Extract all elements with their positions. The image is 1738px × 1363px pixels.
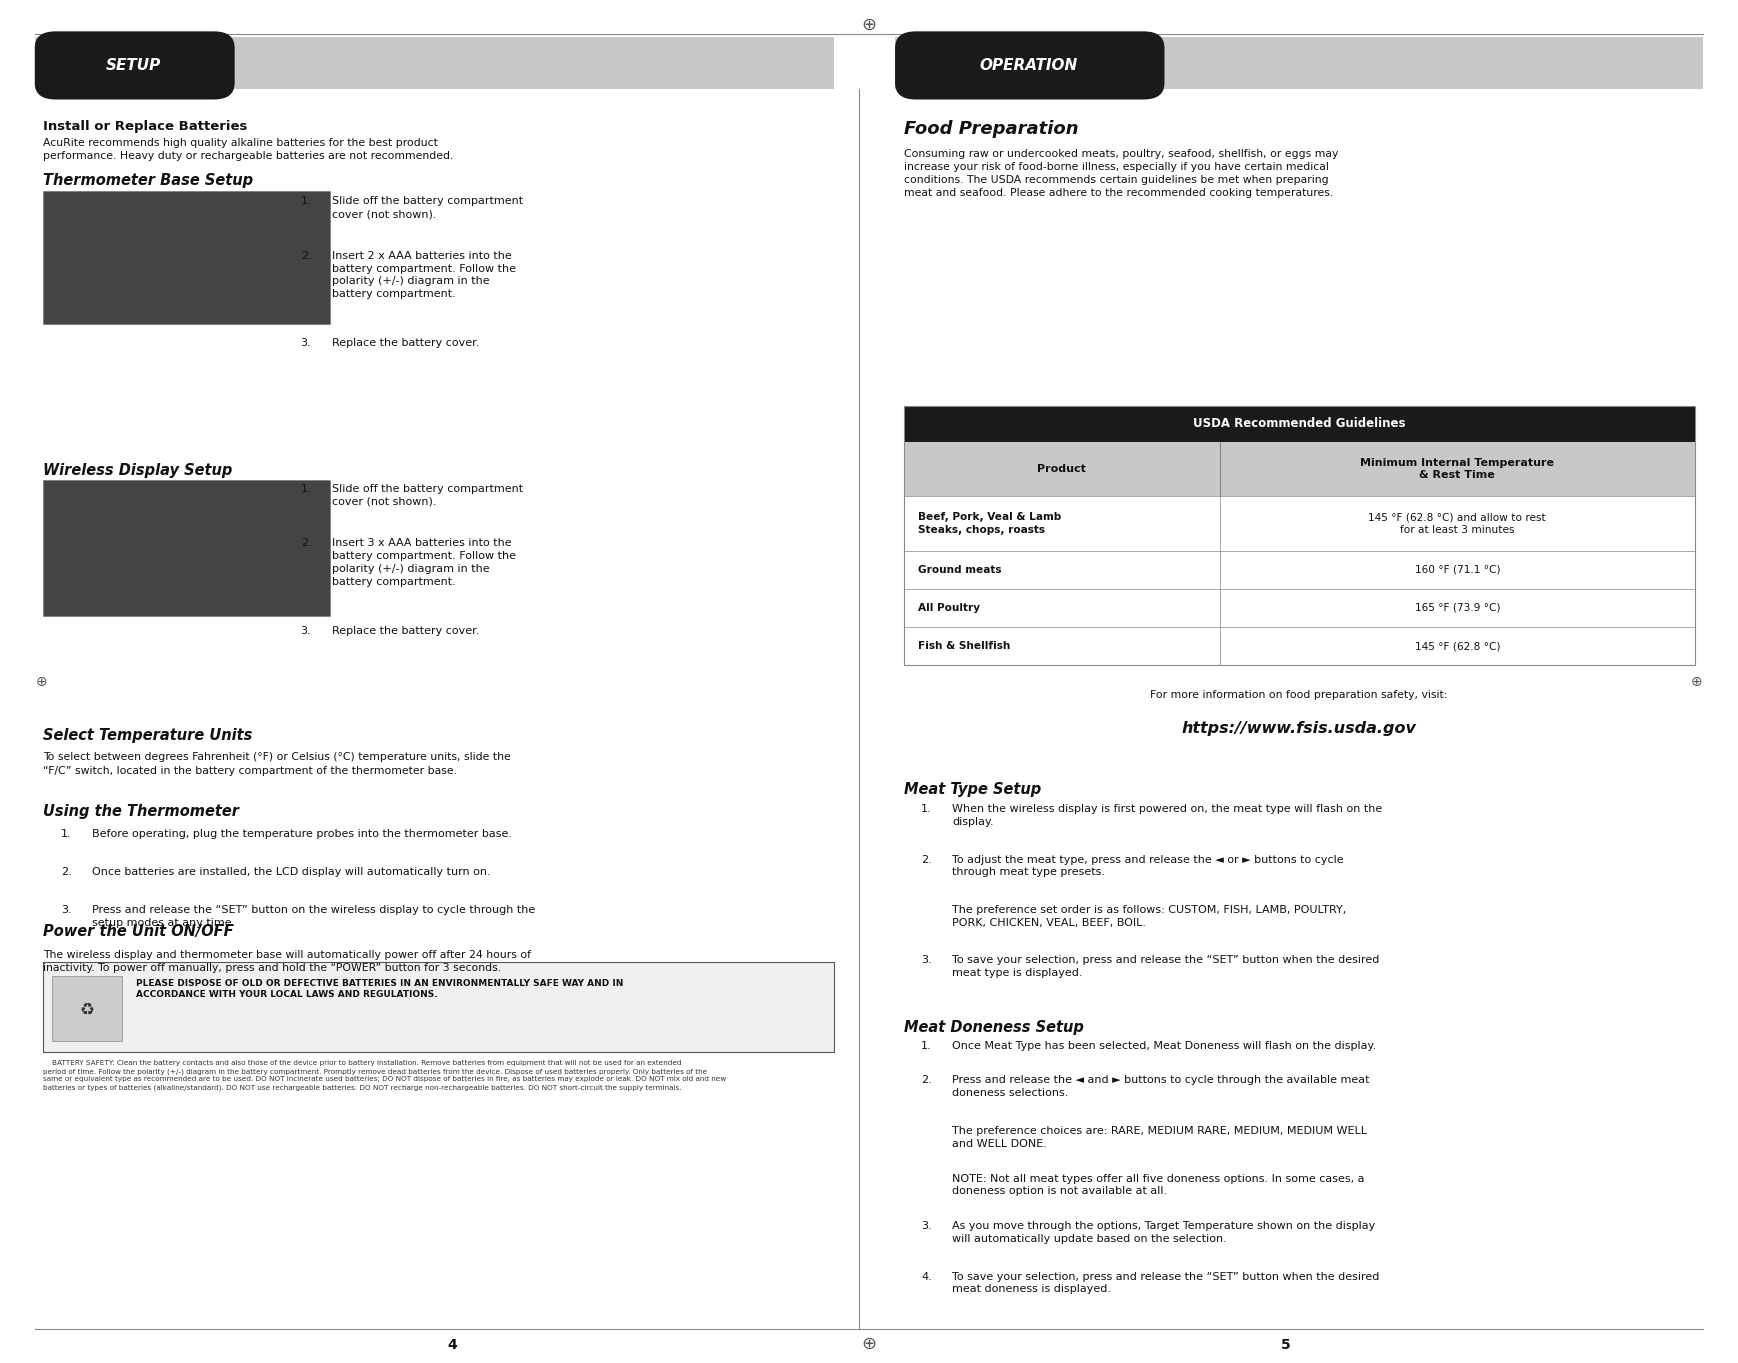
Text: Slide off the battery compartment
cover (not shown).: Slide off the battery compartment cover …: [332, 484, 523, 507]
Bar: [904, 627, 1695, 665]
Text: AcuRite recommends high quality alkaline batteries for the best product
performa: AcuRite recommends high quality alkaline…: [43, 138, 454, 161]
Text: As you move through the options, Target Temperature shown on the display
will au: As you move through the options, Target …: [952, 1221, 1376, 1244]
Text: 2.: 2.: [301, 251, 311, 260]
Bar: [904, 589, 1695, 627]
Text: Replace the battery cover.: Replace the battery cover.: [332, 626, 480, 635]
Text: Press and release the ◄ and ► buttons to cycle through the available meat
donene: Press and release the ◄ and ► buttons to…: [952, 1075, 1370, 1099]
Text: All Poultry: All Poultry: [918, 602, 980, 613]
Text: Once batteries are installed, the LCD display will automatically turn on.: Once batteries are installed, the LCD di…: [92, 867, 490, 876]
Text: To adjust the meat type, press and release the ◄ or ► buttons to cycle
through m: To adjust the meat type, press and relea…: [952, 855, 1343, 878]
Text: The preference choices are: RARE, MEDIUM RARE, MEDIUM, MEDIUM WELL
and WELL DONE: The preference choices are: RARE, MEDIUM…: [952, 1126, 1368, 1149]
Text: Power the Unit ON/OFF: Power the Unit ON/OFF: [43, 924, 235, 939]
Text: 4: 4: [447, 1338, 457, 1352]
Bar: [43, 962, 834, 1052]
Text: Install or Replace Batteries: Install or Replace Batteries: [43, 120, 249, 134]
Text: To save your selection, press and release the “SET” button when the desired
meat: To save your selection, press and releas…: [952, 1272, 1380, 1295]
Text: 145 °F (62.8 °C): 145 °F (62.8 °C): [1415, 641, 1500, 652]
Text: Slide off the battery compartment
cover (not shown).: Slide off the battery compartment cover …: [332, 196, 523, 219]
Text: 165 °F (73.9 °C): 165 °F (73.9 °C): [1415, 602, 1500, 613]
Text: 1.: 1.: [921, 1041, 932, 1051]
Text: The wireless display and thermometer base will automatically power off after 24 : The wireless display and thermometer bas…: [43, 950, 532, 973]
Text: Beef, Pork, Veal & Lamb
Steaks, chops, roasts: Beef, Pork, Veal & Lamb Steaks, chops, r…: [918, 512, 1060, 534]
Text: ⊕: ⊕: [862, 1334, 876, 1353]
Text: Using the Thermometer: Using the Thermometer: [43, 804, 240, 819]
Text: 1.: 1.: [301, 484, 311, 493]
Text: 160 °F (71.1 °C): 160 °F (71.1 °C): [1415, 564, 1500, 575]
Text: Press and release the “SET” button on the wireless display to cycle through the
: Press and release the “SET” button on th…: [92, 905, 535, 928]
Text: 3.: 3.: [921, 1221, 932, 1231]
Text: NOTE: Not all meat types offer all five doneness options. In some cases, a
donen: NOTE: Not all meat types offer all five …: [952, 1174, 1364, 1197]
Text: 1.: 1.: [301, 196, 311, 206]
Text: ⊕: ⊕: [862, 15, 876, 34]
Text: Meat Doneness Setup: Meat Doneness Setup: [904, 1020, 1083, 1035]
Text: ♻: ♻: [80, 999, 94, 1018]
Text: PLEASE DISPOSE OF OLD OR DEFECTIVE BATTERIES IN AN ENVIRONMENTALLY SAFE WAY AND : PLEASE DISPOSE OF OLD OR DEFECTIVE BATTE…: [136, 979, 622, 999]
Bar: [904, 406, 1695, 442]
Text: For more information on food preparation safety, visit:: For more information on food preparation…: [1151, 690, 1448, 699]
Bar: [43, 191, 330, 324]
Text: 2.: 2.: [61, 867, 71, 876]
Text: Ground meats: Ground meats: [918, 564, 1001, 575]
Text: 3.: 3.: [921, 955, 932, 965]
Text: 145 °F (62.8 °C) and allow to rest
for at least 3 minutes: 145 °F (62.8 °C) and allow to rest for a…: [1368, 512, 1547, 534]
Bar: [52, 976, 122, 1041]
Text: Thermometer Base Setup: Thermometer Base Setup: [43, 173, 254, 188]
Text: USDA Recommended Guidelines: USDA Recommended Guidelines: [1192, 417, 1406, 431]
Text: 3.: 3.: [61, 905, 71, 915]
Text: Meat Type Setup: Meat Type Setup: [904, 782, 1041, 797]
Text: Consuming raw or undercooked meats, poultry, seafood, shellfish, or eggs may
inc: Consuming raw or undercooked meats, poul…: [904, 149, 1338, 198]
Text: https://www.fsis.usda.gov: https://www.fsis.usda.gov: [1182, 721, 1416, 736]
Bar: [895, 37, 1703, 89]
Text: Select Temperature Units: Select Temperature Units: [43, 728, 252, 743]
Text: To save your selection, press and release the “SET” button when the desired
meat: To save your selection, press and releas…: [952, 955, 1380, 979]
Text: Product: Product: [1038, 463, 1086, 474]
Text: ⊕: ⊕: [1691, 675, 1702, 688]
Text: To select between degrees Fahrenheit (°F) or Celsius (°C) temperature units, sli: To select between degrees Fahrenheit (°F…: [43, 752, 511, 776]
Text: Insert 3 x AAA batteries into the
battery compartment. Follow the
polarity (+/-): Insert 3 x AAA batteries into the batter…: [332, 538, 516, 587]
Text: When the wireless display is first powered on, the meat type will flash on the
d: When the wireless display is first power…: [952, 804, 1383, 827]
Text: SETUP: SETUP: [106, 57, 162, 74]
Text: Fish & Shellfish: Fish & Shellfish: [918, 641, 1010, 652]
Bar: [904, 442, 1695, 496]
Text: The preference set order is as follows: CUSTOM, FISH, LAMB, POULTRY,
PORK, CHICK: The preference set order is as follows: …: [952, 905, 1347, 928]
Text: ⊕: ⊕: [36, 675, 47, 688]
Text: Replace the battery cover.: Replace the battery cover.: [332, 338, 480, 348]
Text: 3.: 3.: [301, 338, 311, 348]
Bar: [43, 480, 330, 616]
Text: 1.: 1.: [61, 829, 71, 838]
Bar: [904, 406, 1695, 665]
Text: BATTERY SAFETY: Clean the battery contacts and also those of the device prior to: BATTERY SAFETY: Clean the battery contac…: [43, 1060, 726, 1090]
Bar: [904, 496, 1695, 551]
Text: Insert 2 x AAA batteries into the
battery compartment. Follow the
polarity (+/-): Insert 2 x AAA batteries into the batter…: [332, 251, 516, 300]
Text: 2.: 2.: [301, 538, 311, 548]
Text: 2.: 2.: [921, 855, 932, 864]
Text: 5: 5: [1281, 1338, 1291, 1352]
FancyBboxPatch shape: [895, 31, 1164, 99]
FancyBboxPatch shape: [35, 31, 235, 99]
Text: Once Meat Type has been selected, Meat Doneness will flash on the display.: Once Meat Type has been selected, Meat D…: [952, 1041, 1376, 1051]
Bar: [904, 551, 1695, 589]
Text: Food Preparation: Food Preparation: [904, 120, 1078, 138]
Text: 3.: 3.: [301, 626, 311, 635]
Text: 1.: 1.: [921, 804, 932, 814]
Text: 2.: 2.: [921, 1075, 932, 1085]
Text: OPERATION: OPERATION: [980, 57, 1078, 74]
Text: Minimum Internal Temperature
& Rest Time: Minimum Internal Temperature & Rest Time: [1361, 458, 1554, 480]
Bar: [35, 37, 834, 89]
Text: Wireless Display Setup: Wireless Display Setup: [43, 463, 233, 478]
Text: 4.: 4.: [921, 1272, 932, 1281]
Text: Before operating, plug the temperature probes into the thermometer base.: Before operating, plug the temperature p…: [92, 829, 513, 838]
